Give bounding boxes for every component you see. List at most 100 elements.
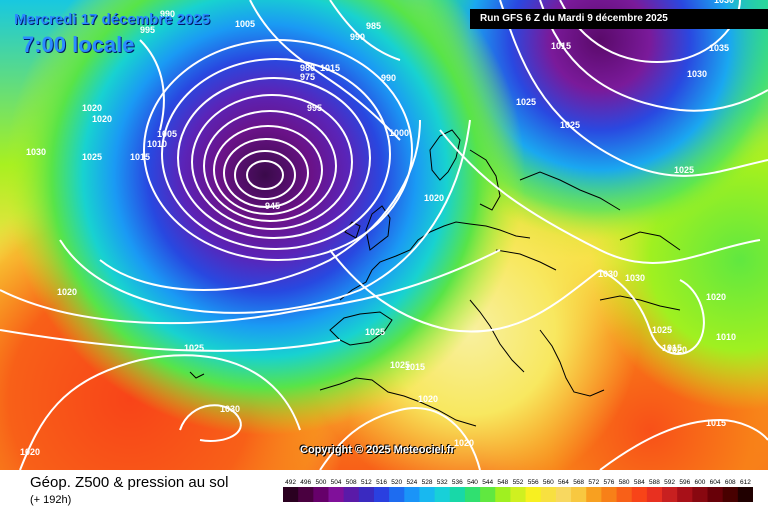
chart-title: Géop. Z500 & pression au sol [30,474,229,491]
scale-swatch [373,487,390,502]
isobar-label: 1020 [706,292,726,302]
scale-label: 536 [452,479,463,486]
isobar-label: 990 [350,32,365,42]
scale-label: 568 [573,479,584,486]
isobar-label: 1025 [184,343,204,353]
scale-label: 608 [725,479,736,486]
scale-swatch [601,487,618,502]
isobars [0,0,768,470]
isobar-label: 980 [300,63,315,73]
isobar-label: 1025 [516,97,536,107]
isobar-label: 990 [160,9,175,19]
scale-label: 600 [695,479,706,486]
scale-label: 504 [331,479,342,486]
scale-label: 596 [679,479,690,486]
isobar-label: 1030 [687,69,707,79]
scale-swatch [646,487,663,502]
isobar-label: 1015 [551,41,571,51]
scale-label: 592 [664,479,675,486]
isobar-label: 1025 [82,152,102,162]
scale-label: 604 [710,479,721,486]
isobar-label: 1005 [235,19,255,29]
scale-label: 500 [315,479,326,486]
scale-label: 508 [346,479,357,486]
scale-swatch [540,487,557,502]
isobar-label: 1020 [20,447,40,457]
scale-label: 492 [285,479,296,486]
isobar-label: 995 [307,103,322,113]
isobar-label: 1030 [598,269,618,279]
scale-swatch [495,487,511,502]
scale-label: 564 [558,479,569,486]
isobar-label: 1035 [709,43,729,53]
isobar-label: 945 [265,201,280,211]
color-scale: 492 496 500 504 508 512 516 520 524 528 532 536 540 5… [283,479,753,502]
isobar-label: 1015 [130,152,150,162]
forecast-date: Mercredi 17 décembre 2025 [14,11,210,28]
isobar-label: 1030 [714,0,734,5]
isobar-label: 1010 [147,139,167,149]
isobar-label: 1015 [662,343,682,353]
isobar-label: 990 [381,73,396,83]
scale-label: 588 [649,479,660,486]
isobar-label: 1005 [157,129,177,139]
scale-swatch [722,487,739,502]
scale-label: 556 [528,479,539,486]
isobar-label: 1020 [418,394,438,404]
isobar-label: 995 [140,25,155,35]
isobar-label: 1020 [667,345,687,355]
isobar-label: 1025 [560,120,580,130]
scale-label: 524 [406,479,417,486]
scale-swatch [328,487,345,502]
scale-swatch [480,487,496,502]
scale-label: 572 [588,479,599,486]
isobar-label: 1025 [365,327,385,337]
isobar-label: 1015 [706,418,726,428]
isobar-label: 1030 [625,273,645,283]
scale-swatch [449,487,466,502]
isobar-label: 1025 [652,325,672,335]
scale-swatch [692,487,709,502]
scale-swatch [662,487,678,502]
scale-swatch [571,487,587,502]
scale-swatch [555,487,572,502]
scale-label: 540 [467,479,478,486]
isobar-label: 985 [366,21,381,31]
scale-swatch [737,487,753,502]
isobar-label: 1030 [220,404,240,414]
isobar-label: 1015 [405,362,425,372]
isobar-label: 1020 [82,103,102,113]
isobar-label: 975 [300,72,315,82]
isobar-label: 1020 [424,193,444,203]
scale-swatch [510,487,527,502]
scale-swatch [419,487,436,502]
scale-swatch [343,487,360,502]
chart-subtitle: (+ 192h) [30,494,72,506]
scale-label: 512 [361,479,372,486]
scale-label: 584 [634,479,645,486]
scale-label: 552 [513,479,524,486]
scale-label: 528 [422,479,433,486]
isobar-label: 1015 [320,63,340,73]
scale-swatch [283,487,299,502]
isobar-label: 1020 [92,114,112,124]
isobar-label: 1030 [26,147,46,157]
scale-swatch [389,487,405,502]
scale-label: 576 [604,479,615,486]
isobar-label: 1025 [674,165,694,175]
scale-swatch [616,487,633,502]
isobar-label: 1020 [454,438,474,448]
scale-label: 532 [437,479,448,486]
copyright: Copyright © 2025 Meteociel.fr [300,444,455,456]
scale-swatch [677,487,693,502]
scale-label: 516 [376,479,387,486]
scale-swatch [404,487,420,502]
forecast-time: 7:00 locale [22,32,135,57]
scale-swatch [313,487,329,502]
scale-swatch [586,487,602,502]
scale-label: 496 [300,479,311,486]
scale-swatch [298,487,314,502]
